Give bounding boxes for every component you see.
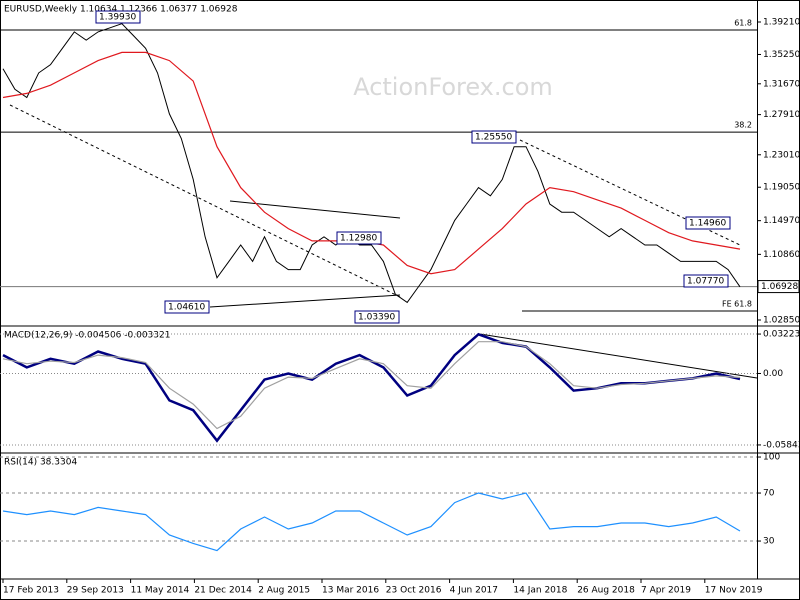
price-label-box bbox=[95, 10, 141, 24]
x-tick-label: 29 Sep 2013 bbox=[67, 586, 124, 596]
y-tick-label: 1.23010 bbox=[763, 150, 800, 160]
y-tick-label: -0.058434 bbox=[763, 440, 800, 450]
series-line bbox=[2, 341, 741, 430]
y-tick-label: 0.00 bbox=[763, 369, 783, 379]
price-label-box bbox=[685, 216, 731, 230]
x-tick-label: 13 Mar 2016 bbox=[322, 586, 379, 596]
level-label: FE 61.8 bbox=[722, 299, 752, 308]
x-tick-label: 17 Nov 2019 bbox=[705, 586, 763, 596]
y-tick-label: 30 bbox=[763, 537, 775, 547]
price-label: 1.12980 bbox=[340, 234, 377, 244]
y-tick-label: 1.31670 bbox=[763, 79, 800, 89]
level-label: 61.8 bbox=[734, 19, 752, 28]
watermark: ActionForex.com bbox=[353, 73, 553, 101]
price-label: 1.07770 bbox=[687, 277, 724, 287]
x-tick-label: 23 Oct 2016 bbox=[386, 586, 442, 596]
x-tick-label: 7 Apr 2019 bbox=[641, 586, 691, 596]
y-tick-label: 1.39210 bbox=[763, 18, 800, 28]
price-label: 1.25550 bbox=[475, 133, 512, 143]
y-tick-label: 70 bbox=[763, 489, 775, 499]
x-tick-label: 11 May 2014 bbox=[131, 586, 190, 596]
y-tick-label: 1.19050 bbox=[763, 183, 800, 193]
y-tick-label: 1.35250 bbox=[763, 50, 800, 60]
y-tick-label: 1.27910 bbox=[763, 110, 800, 120]
y-tick-label: 0.032235 bbox=[763, 330, 800, 340]
x-tick-label: 14 Jan 2018 bbox=[513, 586, 567, 596]
indicator-title: RSI(14) 38.3304 bbox=[4, 458, 77, 468]
y-tick-label: 1.10860 bbox=[763, 250, 800, 260]
indicator-title: MACD(12,26,9) -0.004506 -0.003321 bbox=[4, 331, 170, 341]
level-label: 38.2 bbox=[734, 121, 752, 130]
chart-title: EURUSD,Weekly 1.10634 1.12366 1.06377 1.… bbox=[4, 5, 238, 15]
price-label-box bbox=[164, 300, 210, 314]
trend-line bbox=[9, 104, 401, 298]
trend-line bbox=[209, 294, 401, 308]
price-label-box bbox=[354, 310, 400, 324]
price-label: 1.14960 bbox=[689, 219, 726, 229]
trend-line bbox=[519, 139, 741, 246]
y-tick-label: 100 bbox=[763, 453, 780, 463]
price-label: 1.03390 bbox=[358, 313, 395, 323]
last-price-label: 1.06928 bbox=[761, 282, 798, 292]
last-price-box bbox=[757, 280, 800, 294]
x-tick-label: 21 Dec 2014 bbox=[194, 586, 252, 596]
x-tick-label: 17 Feb 2013 bbox=[3, 586, 59, 596]
trend-line bbox=[479, 333, 758, 379]
y-tick-label: 1.14970 bbox=[763, 216, 800, 226]
price-label: 1.39930 bbox=[99, 13, 136, 23]
x-tick-label: 26 Aug 2018 bbox=[577, 586, 635, 596]
y-tick-label: 1.02850 bbox=[763, 316, 800, 326]
x-tick-label: 2 Aug 2015 bbox=[258, 586, 310, 596]
trend-line bbox=[229, 200, 401, 219]
price-label: 1.04610 bbox=[168, 303, 205, 313]
series-line bbox=[2, 23, 741, 304]
price-label-box bbox=[683, 274, 729, 288]
price-label-box bbox=[336, 231, 382, 245]
series-line bbox=[2, 492, 741, 552]
price-label-box bbox=[471, 130, 517, 144]
x-tick-label: 4 Jun 2017 bbox=[450, 586, 498, 596]
